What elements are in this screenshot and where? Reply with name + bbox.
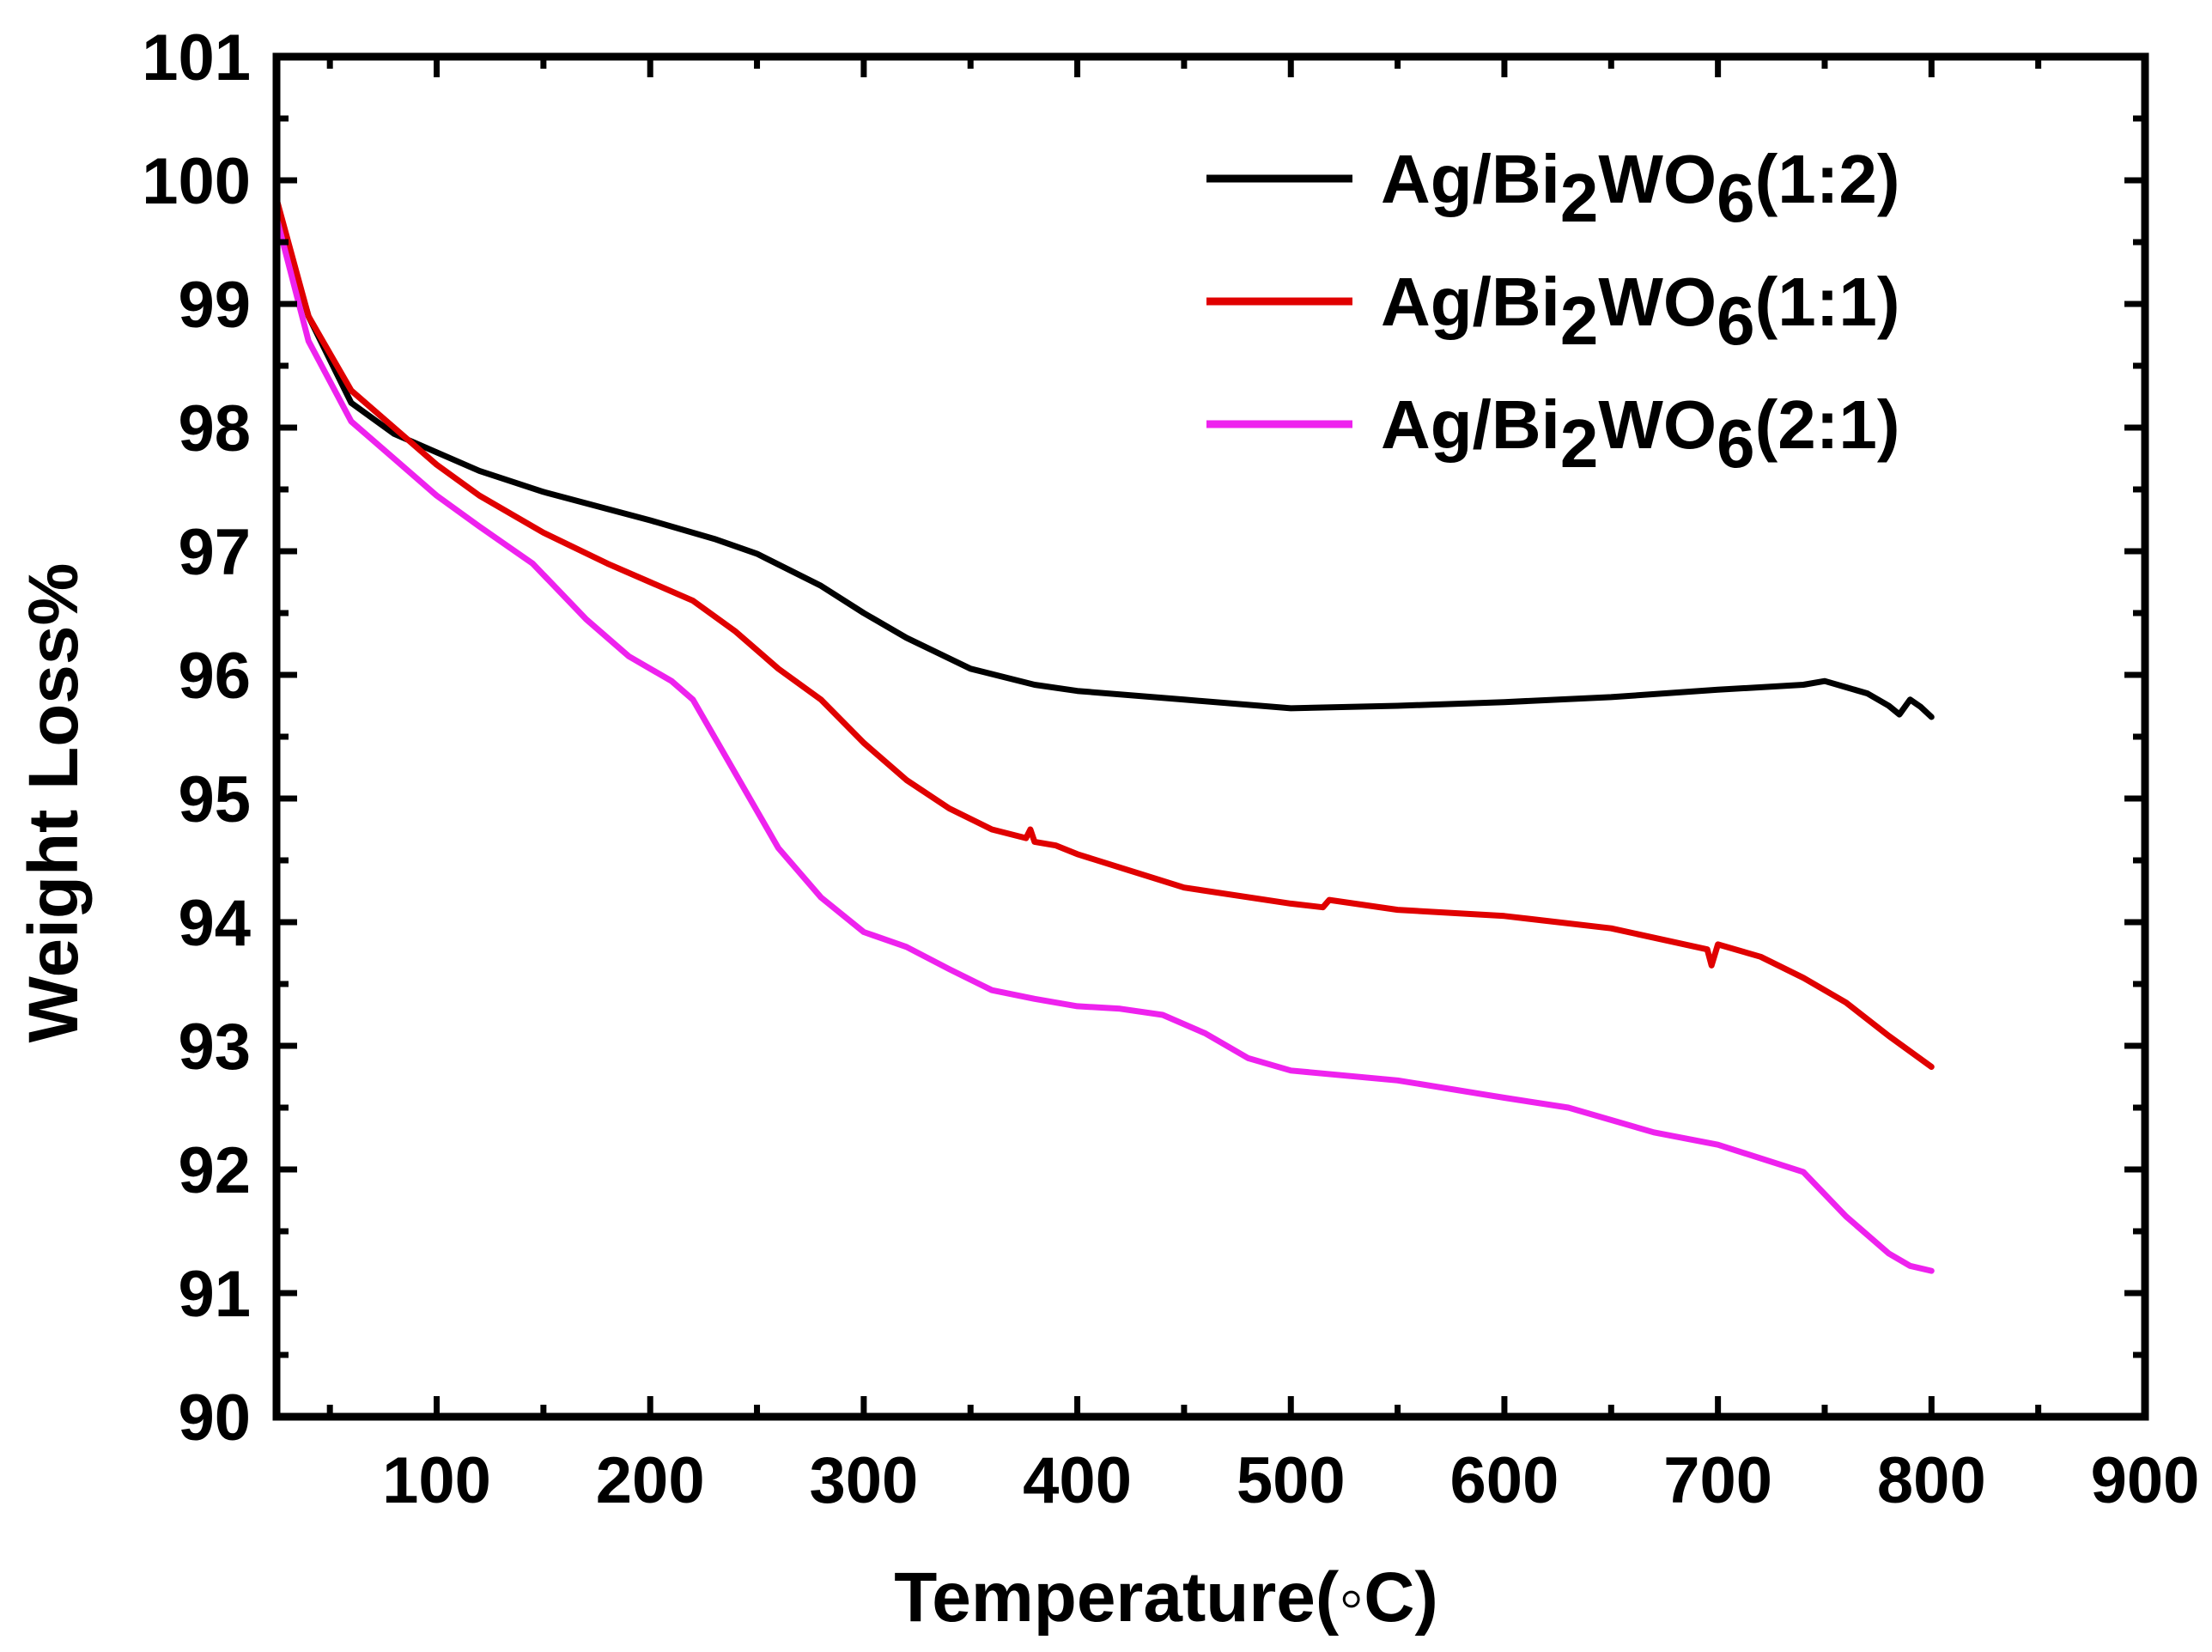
series-line-1	[273, 202, 1935, 720]
x-tick-label: 400	[1023, 1444, 1132, 1517]
x-axis-title: Temperature(◦C)	[894, 1558, 1438, 1637]
x-tick-label: 500	[1237, 1444, 1346, 1517]
x-tick-label: 700	[1663, 1444, 1772, 1517]
y-tick-label: 101	[142, 21, 251, 94]
legend-label-3: Ag/Bi2WO6(2:1)	[1381, 386, 1900, 482]
y-tick-label: 93	[178, 1011, 251, 1084]
y-tick-label: 94	[178, 887, 251, 960]
y-tick-label: 90	[178, 1382, 251, 1455]
x-tick-label: 800	[1877, 1444, 1986, 1517]
legend-label-1: Ag/Bi2WO6(1:2)	[1381, 141, 1900, 236]
plot-frame	[272, 52, 2149, 1421]
x-tick-label: 300	[809, 1444, 918, 1517]
x-tick-label: 100	[382, 1444, 491, 1517]
y-tick-label: 99	[178, 269, 251, 342]
y-tick-label: 95	[178, 763, 251, 836]
plot-area	[273, 196, 1935, 1274]
y-tick-label: 91	[178, 1258, 251, 1331]
y-tick-label: 97	[178, 516, 251, 589]
series-line-3	[273, 214, 1935, 1274]
axes: 100 200 300 400 500 600 700 800 900 90 91 92 93 94 95 9…	[142, 21, 2199, 1517]
series-line-2	[273, 196, 1935, 1070]
x-tick-label: 200	[596, 1444, 705, 1517]
y-tick-label: 100	[142, 145, 251, 218]
y-tick-label: 98	[178, 392, 251, 465]
y-tick-label: 96	[178, 640, 251, 713]
y-axis-title: Weight Loss%	[15, 563, 93, 1043]
legend: Ag/Bi2WO6(1:2) Ag/Bi2WO6(1:1) Ag/Bi2WO6(2:…	[1206, 141, 1900, 482]
x-tick-label: 900	[2091, 1444, 2200, 1517]
y-tick-label: 92	[178, 1134, 251, 1207]
legend-label-2: Ag/Bi2WO6(1:1)	[1381, 264, 1900, 359]
x-tick-label: 600	[1450, 1444, 1559, 1517]
